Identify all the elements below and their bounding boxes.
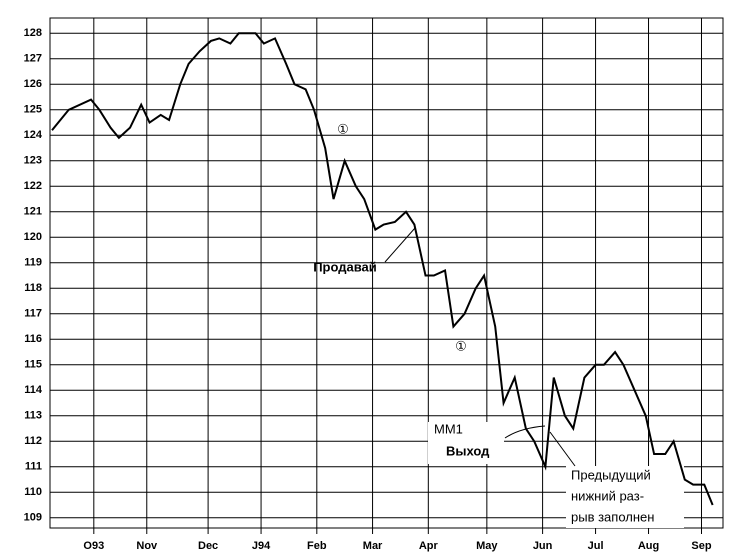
x-tick-label: Jun: [533, 540, 553, 552]
x-tick-label: Jul: [588, 540, 604, 552]
x-tick-label: Sep: [691, 540, 711, 552]
y-tick-label: 113: [24, 410, 42, 422]
label-bg: [566, 466, 684, 528]
annotation: ①: [455, 338, 467, 353]
y-tick-label: 114: [24, 384, 43, 396]
annotation: Продавай: [313, 259, 377, 274]
arrow: [549, 431, 576, 467]
arrow: [504, 425, 546, 439]
y-tick-label: 127: [24, 53, 42, 65]
label-bg: [428, 422, 504, 464]
price-line: [51, 32, 714, 506]
y-tick-label: 118: [24, 282, 42, 294]
annotation: Выход: [446, 443, 490, 458]
y-tick-label: 109: [24, 512, 42, 524]
plot-frame: [49, 17, 724, 529]
y-tick-label: 126: [24, 78, 42, 90]
y-tick-label: 117: [24, 308, 42, 320]
y-tick-label: 115: [24, 359, 42, 371]
x-tick-label: Dec: [198, 540, 218, 552]
annotation: MM1: [434, 421, 463, 436]
x-tick-label: Aug: [638, 540, 659, 552]
x-tick-label: O93: [83, 540, 104, 552]
y-tick-label: 121: [24, 206, 42, 218]
annotation: ①: [337, 121, 349, 136]
x-tick-label: Mar: [363, 540, 383, 552]
y-tick-label: 119: [24, 257, 42, 269]
x-tick-label: J94: [252, 540, 271, 552]
y-tick-label: 110: [24, 486, 42, 498]
y-tick-label: 111: [25, 461, 42, 473]
y-tick-label: 123: [24, 155, 42, 167]
annotation: Предыдущий: [571, 467, 651, 482]
y-tick-label: 120: [24, 231, 42, 243]
x-tick-label: Nov: [136, 540, 158, 552]
annotation: нижний раз-: [571, 488, 644, 503]
y-tick-label: 125: [24, 104, 42, 116]
y-tick-label: 122: [24, 180, 42, 192]
y-tick-label: 124: [24, 129, 43, 141]
x-tick-label: Apr: [419, 540, 439, 552]
y-tick-label: 128: [24, 27, 42, 39]
annotation: рыв заполнен: [571, 509, 654, 524]
x-tick-label: Feb: [307, 540, 327, 552]
x-tick-label: May: [476, 540, 498, 552]
arrow: [384, 227, 416, 263]
y-tick-label: 116: [24, 333, 42, 345]
y-tick-label: 112: [24, 435, 42, 447]
